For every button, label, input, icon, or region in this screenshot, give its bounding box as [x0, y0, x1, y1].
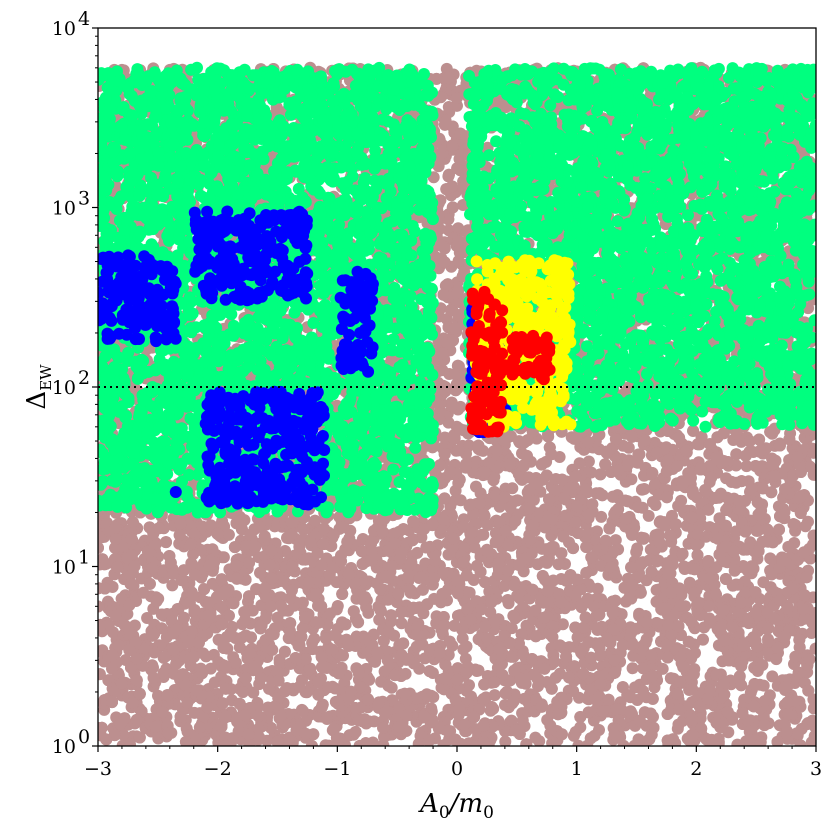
data-point — [535, 458, 548, 471]
data-point — [595, 510, 608, 523]
data-point — [761, 646, 774, 659]
data-point — [297, 705, 310, 718]
data-points — [98, 61, 816, 746]
data-point — [541, 556, 553, 569]
data-point — [472, 664, 485, 677]
data-point — [626, 662, 639, 675]
data-point — [740, 460, 753, 473]
data-point — [506, 482, 519, 495]
data-point — [609, 534, 622, 547]
data-point — [533, 735, 546, 746]
data-point — [395, 617, 408, 630]
data-point — [124, 738, 136, 746]
data-point — [567, 685, 580, 697]
data-point — [642, 509, 655, 522]
data-point — [770, 653, 783, 666]
data-point — [766, 670, 779, 683]
